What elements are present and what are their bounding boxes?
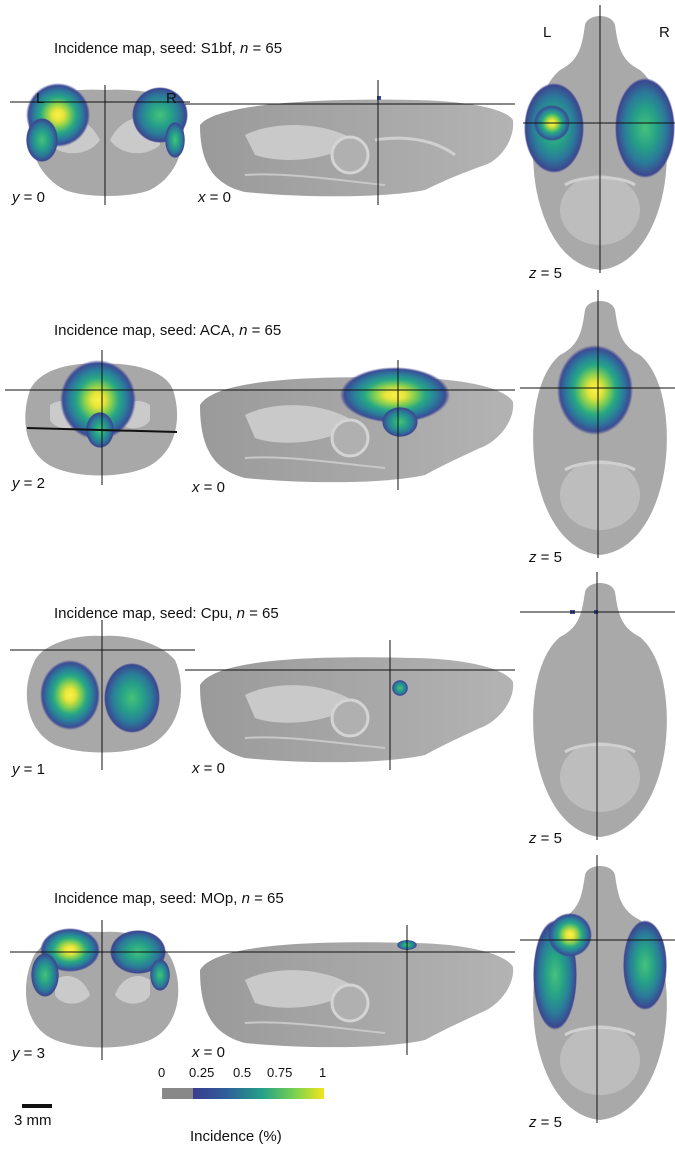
colorbar-tick: 1: [319, 1065, 327, 1080]
heat-hotspot: [60, 360, 136, 440]
panel-2-title: Incidence map, seed: ACA, n = 65: [54, 322, 282, 339]
panel-1-sagittal-coord: x = 0: [196, 189, 233, 206]
panel-1-axial-slice: [523, 5, 675, 273]
panel-1-sagittal-slice: [185, 80, 515, 205]
panel-2-coronal-coord: y = 2: [10, 475, 47, 492]
panel-2-sagittal-slice: [185, 360, 515, 490]
left-marker: L: [36, 90, 45, 107]
heat-hotspot: [340, 367, 450, 423]
panel-2-axial-coord: z = 5: [527, 549, 564, 566]
colorbar-tick: 0.25: [189, 1065, 215, 1080]
heat-hotspot: [548, 913, 592, 957]
heat-hotspot: [40, 660, 100, 730]
panel-4-axial-slice: [520, 855, 675, 1123]
axial-right-marker: R: [659, 24, 670, 41]
panel-4-sagittal-slice: [185, 925, 515, 1055]
panel-4-sagittal-coord: x = 0: [190, 1044, 227, 1061]
panel-3-title: Incidence map, seed: Cpu, n = 65: [54, 605, 279, 622]
heat-hotspot: [557, 345, 633, 435]
scale-bar: [22, 1104, 52, 1108]
panel-3-coronal-coord: y = 1: [10, 761, 47, 778]
panel-2-sagittal-coord: x = 0: [190, 479, 227, 496]
panel-2-axial-slice: [520, 290, 675, 558]
panel-4-axial-coord: z = 5: [527, 1114, 564, 1131]
panel-3-coronal-slice: [10, 620, 195, 770]
scale-bar-label: 3 mm: [14, 1112, 52, 1129]
panel-3-axial-coord: z = 5: [527, 830, 564, 847]
axial-left-marker: L: [543, 24, 552, 41]
panel-1-axial-coord: z = 5: [527, 265, 564, 282]
panel-2-coronal-slice: [5, 350, 195, 485]
panel-1-coronal-coord: y = 0: [10, 189, 47, 206]
colorbar-label: Incidence (%): [190, 1128, 282, 1145]
colorbar: [162, 1088, 324, 1099]
colorbar-ticks: 0 0.25 0.5 0.75 1: [158, 1065, 332, 1085]
panel-4-title: Incidence map, seed: MOp, n = 65: [54, 890, 284, 907]
panel-3-sagittal-coord: x = 0: [190, 760, 227, 777]
colorbar-tick: 0: [158, 1065, 166, 1080]
panel-4-coronal-slice: [10, 920, 195, 1060]
colorbar-tick: 0.5: [233, 1065, 252, 1080]
colorbar-tick: 0.75: [267, 1065, 293, 1080]
panel-1-coronal-slice: [10, 83, 190, 205]
panel-4-coronal-coord: y = 3: [10, 1045, 47, 1062]
panel-1-title: Incidence map, seed: S1bf, n = 65: [54, 40, 283, 57]
right-marker: R: [166, 90, 177, 107]
panel-3-axial-slice: [520, 572, 675, 840]
panel-3-sagittal-slice: [185, 640, 515, 770]
